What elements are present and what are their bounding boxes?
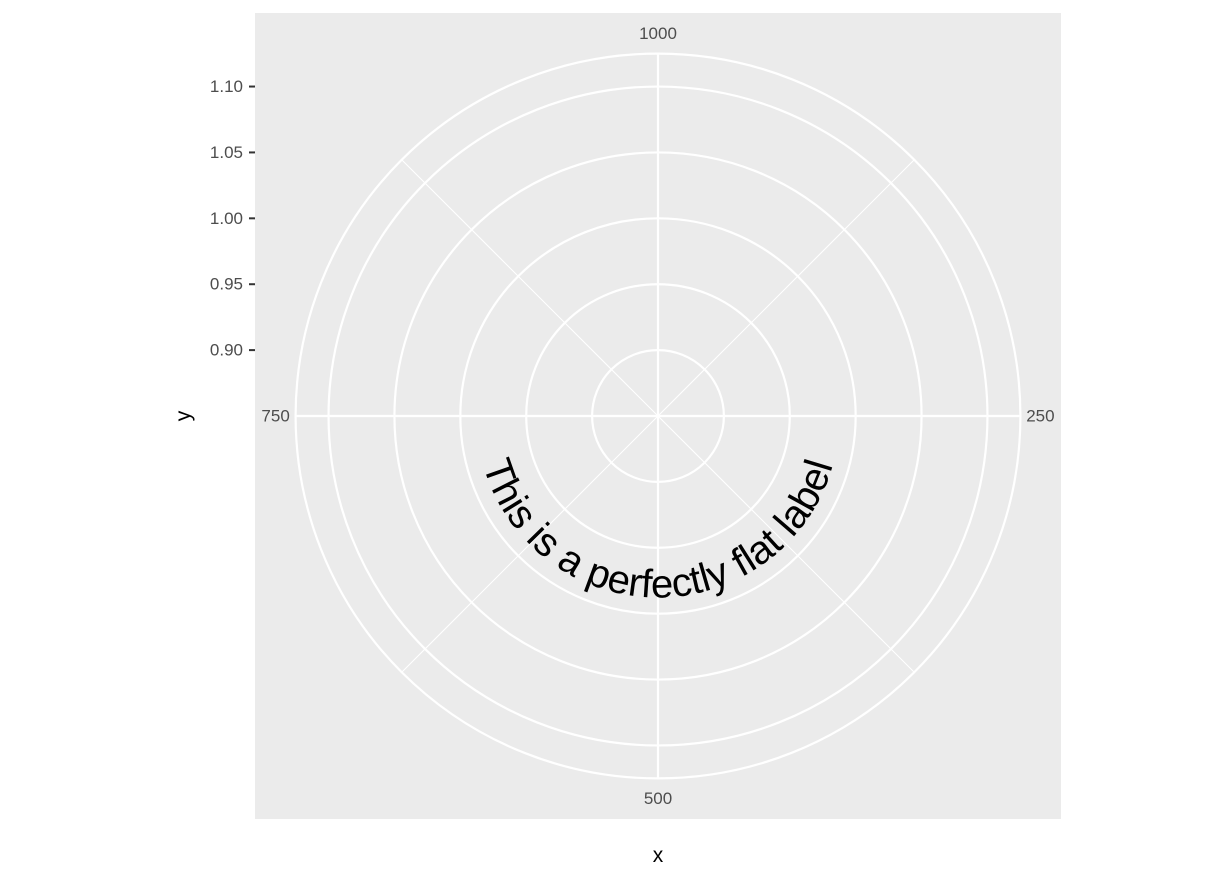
minor-spoke [657,159,915,417]
minor-spoke [401,415,659,673]
theta-tick-label: 750 [261,407,289,426]
minor-spoke [401,159,659,417]
theta-tick-labels: 1000 250 500 750 [261,24,1054,808]
theta-tick-label: 1000 [639,24,677,43]
angular-gridlines [295,53,1021,779]
y-tick-label: 0.90 [210,341,243,360]
y-tick-label: 1.00 [210,209,243,228]
y-tick-label: 0.95 [210,275,243,294]
theta-tick-label: 500 [644,789,672,808]
y-tick-label: 1.10 [210,77,243,96]
y-axis-title: y [172,410,195,421]
theta-tick-label: 250 [1026,407,1054,426]
y-tick-label: 1.05 [210,143,243,162]
y-axis: 0.90 0.95 1.00 1.05 1.10 [210,77,255,360]
minor-spoke [657,415,915,673]
x-axis-title: x [653,844,664,867]
